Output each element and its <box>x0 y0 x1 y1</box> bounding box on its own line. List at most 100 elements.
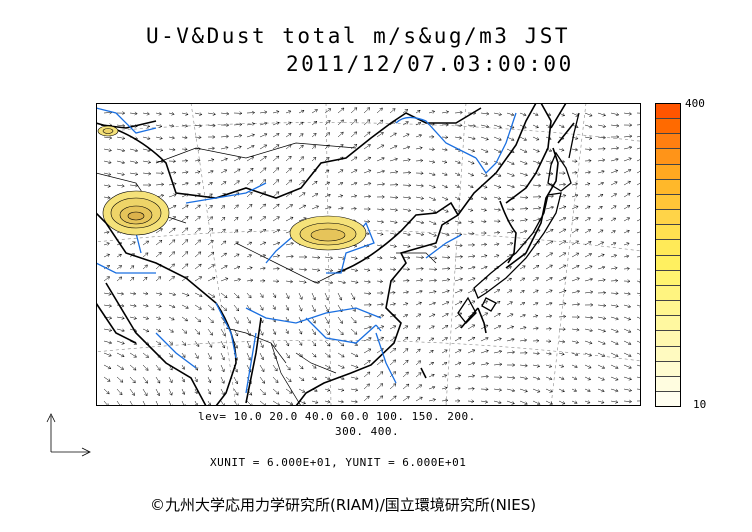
wind-vector <box>272 400 281 406</box>
wind-vector <box>558 240 567 246</box>
wind-vector <box>506 230 514 234</box>
wind-vector <box>493 325 502 330</box>
wind-vector <box>493 196 502 201</box>
wind-vector <box>103 135 113 140</box>
wind-vector <box>350 181 358 186</box>
wind-vector <box>168 135 176 140</box>
wind-vector <box>233 111 243 116</box>
wind-vector <box>285 340 290 347</box>
wind-vector <box>246 133 256 138</box>
wind-vector <box>441 135 449 140</box>
colorbar-step <box>656 224 680 240</box>
wind-vector <box>207 328 213 336</box>
wind-vector <box>168 316 175 321</box>
wind-vector <box>311 133 317 138</box>
wind-vector <box>623 352 632 358</box>
wind-vector <box>545 252 554 258</box>
wind-vector <box>363 268 371 272</box>
wind-vector <box>623 157 632 162</box>
wind-vector <box>428 361 435 366</box>
wind-vector <box>389 359 397 366</box>
wind-vector <box>376 302 385 307</box>
wind-vector <box>324 256 334 260</box>
wind-vector <box>363 360 371 366</box>
wind-vector <box>259 155 267 162</box>
wind-vector <box>610 266 618 270</box>
wind-vector <box>337 352 345 358</box>
wind-vector <box>324 364 331 369</box>
wind-vector <box>376 232 384 236</box>
wind-vector <box>493 184 502 189</box>
wind-vector <box>363 279 371 284</box>
wind-vector <box>532 148 540 153</box>
wind-vector <box>402 336 409 342</box>
wind-vector <box>285 304 290 311</box>
wind-vector <box>415 158 424 163</box>
wind-vector <box>454 196 461 201</box>
wind-vector <box>597 170 605 174</box>
wind-vector <box>298 328 303 335</box>
rivers <box>96 107 517 394</box>
chart-title: U-V&Dust total m/s&ug/m3 JST <box>146 24 571 48</box>
wind-vector <box>389 348 397 354</box>
wind-vector <box>415 232 425 236</box>
wind-vector <box>116 123 126 128</box>
wind-vector <box>298 192 306 198</box>
dust-contours <box>97 125 367 251</box>
wind-vector <box>298 340 303 346</box>
wind-vector <box>636 254 641 259</box>
wind-vector <box>493 112 503 116</box>
wind-vector <box>532 195 542 199</box>
wind-vector <box>467 208 474 212</box>
wind-vector <box>311 109 318 114</box>
colorbar-step <box>656 375 680 391</box>
wind-vector <box>428 160 436 164</box>
wind-vector <box>545 388 553 393</box>
wind-vector <box>324 268 334 272</box>
wind-vector <box>571 376 578 380</box>
wind-vector <box>194 263 202 270</box>
wind-vector <box>155 171 165 175</box>
wind-vector <box>142 303 149 308</box>
wind-vector <box>428 398 437 402</box>
wind-vector <box>532 339 540 343</box>
wind-vector <box>311 268 321 272</box>
wind-vector <box>454 374 462 378</box>
wind-vector <box>350 292 356 301</box>
colorbar-step <box>656 300 680 316</box>
wind-vector <box>272 340 277 348</box>
wind-vector <box>103 230 110 235</box>
wind-vector <box>558 148 565 152</box>
wind-vector <box>337 107 345 114</box>
wind-vector <box>376 119 384 126</box>
wind-vector <box>259 292 264 298</box>
wind-vector <box>194 292 203 298</box>
wind-vector <box>181 352 186 358</box>
wind-vector <box>142 328 150 333</box>
wind-vector <box>597 217 603 222</box>
wind-vector <box>194 239 201 246</box>
wind-vector <box>467 374 476 378</box>
wind-vector <box>207 239 214 246</box>
wind-vector <box>480 288 488 294</box>
wind-vector <box>389 371 397 378</box>
wind-vector <box>493 124 502 129</box>
wind-vector <box>597 253 605 258</box>
wind-vector <box>103 364 112 370</box>
wind-vector <box>233 253 240 258</box>
wind-vector <box>467 324 476 330</box>
wind-vector <box>610 388 619 393</box>
wind-vector <box>350 268 359 272</box>
wind-vector <box>532 277 539 282</box>
wind-vector <box>129 241 136 246</box>
wind-vector <box>389 170 399 174</box>
wind-vector <box>402 371 409 378</box>
wind-vector <box>441 172 448 176</box>
wind-vector <box>389 383 397 390</box>
wind-vector <box>493 148 502 154</box>
wind-vector <box>402 325 409 330</box>
wind-vector <box>220 205 226 210</box>
wind-vector <box>376 371 384 378</box>
wind-vector <box>506 172 515 177</box>
wind-vector <box>584 328 593 333</box>
